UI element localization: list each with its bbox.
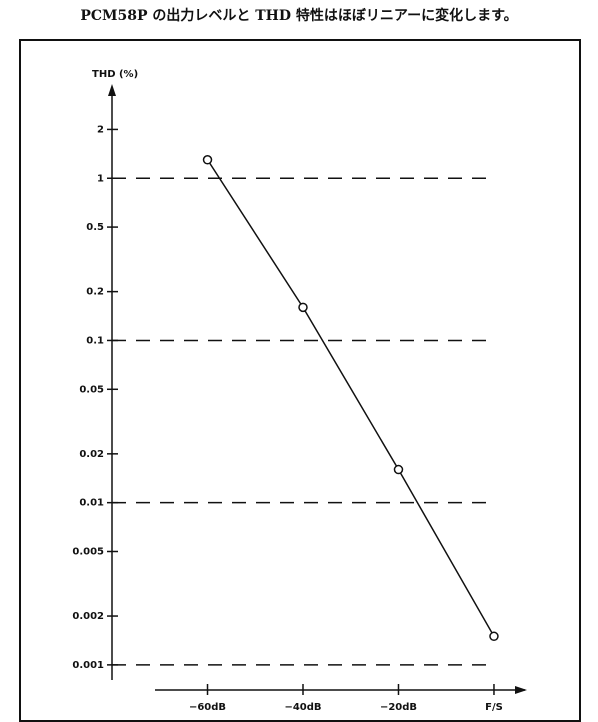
data-point [489, 631, 499, 642]
y-tick-label: 1 [97, 173, 104, 184]
y-axis-arrow [108, 84, 116, 96]
data-point [298, 302, 308, 313]
x-tick-label: −60dB [189, 702, 226, 713]
y-tick-label: 0.02 [79, 449, 104, 460]
frame [19, 39, 581, 722]
x-tick-label: −20dB [380, 702, 417, 713]
x-tick-label: F/S [485, 702, 503, 713]
y-tick-label: 0.1 [86, 335, 104, 346]
x-axis-arrow [515, 686, 527, 694]
y-tick-label: 0.005 [72, 546, 104, 557]
chart-title: PCM58P の出力レベルと THD 特性はほぼリニアーに変化します。 [80, 7, 517, 24]
y-tick-label: 0.5 [86, 222, 104, 233]
y-tick-label: 0.05 [79, 384, 104, 395]
y-tick-label: 2 [97, 124, 104, 135]
y-tick-label: 0.001 [72, 660, 104, 671]
data-point [393, 464, 404, 475]
y-tick-label: 0.2 [86, 287, 104, 298]
x-tick-label: −40dB [284, 702, 321, 713]
data-line [206, 159, 495, 637]
data-point [202, 155, 213, 165]
y-tick-label: 0.002 [72, 611, 104, 622]
y-tick-label: 0.01 [79, 498, 104, 509]
y-axis-title: THD (%) [92, 69, 138, 80]
